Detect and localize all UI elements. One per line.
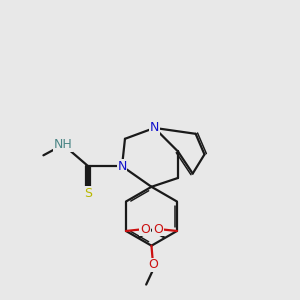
- Text: O: O: [153, 223, 163, 236]
- Text: NH: NH: [54, 138, 73, 151]
- Text: O: O: [140, 223, 150, 236]
- Text: S: S: [84, 187, 92, 200]
- Text: O: O: [148, 258, 158, 271]
- Text: N: N: [117, 160, 127, 173]
- Text: N: N: [150, 122, 159, 134]
